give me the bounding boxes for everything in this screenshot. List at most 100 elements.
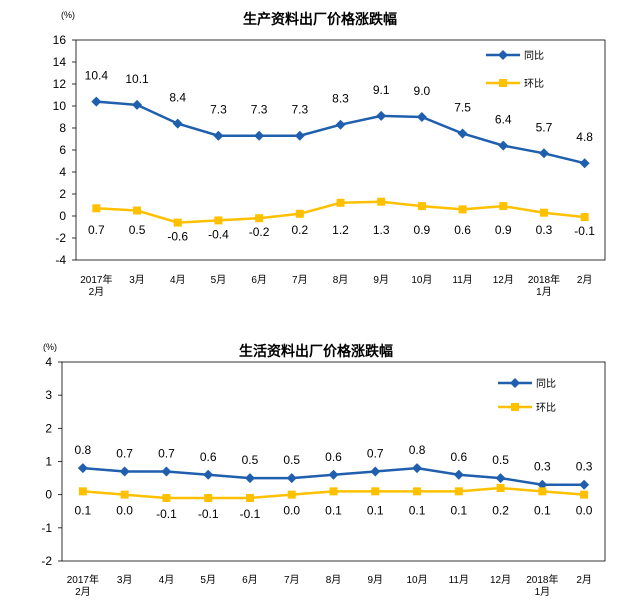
data-label: 0.2 bbox=[492, 504, 509, 518]
series-point bbox=[133, 206, 142, 215]
series-point bbox=[416, 112, 427, 122]
series-point bbox=[328, 469, 339, 480]
data-label: 1.2 bbox=[332, 223, 349, 237]
series-point bbox=[496, 484, 505, 493]
data-label: 0.3 bbox=[534, 460, 551, 474]
x-tick-label: 2月 bbox=[577, 274, 593, 286]
series-point bbox=[335, 119, 346, 130]
series-point bbox=[580, 490, 589, 499]
series-point bbox=[245, 493, 254, 502]
data-label: 7.5 bbox=[454, 101, 471, 115]
legend-label: 环比 bbox=[524, 78, 544, 90]
data-label: 0.3 bbox=[576, 460, 593, 474]
data-label: -0.4 bbox=[208, 227, 229, 241]
series-point bbox=[457, 128, 468, 139]
data-label: 0.9 bbox=[495, 223, 512, 237]
x-tick-label: 8月 bbox=[326, 574, 342, 586]
series-point bbox=[287, 490, 296, 499]
x-tick-label: 4月 bbox=[170, 274, 186, 286]
series-point bbox=[295, 209, 304, 218]
y-unit-label: (%) bbox=[43, 342, 57, 352]
y-tick-label: 4 bbox=[45, 355, 52, 369]
data-label: 8.4 bbox=[169, 91, 186, 105]
y-tick-label: 0 bbox=[45, 488, 52, 502]
data-label: 0.6 bbox=[325, 450, 342, 464]
chart-consumer-goods: 生活资料出厂价格涨跌幅 (%) -2 -1 0 1 2 3 4 2017年 2月 3月 4月 5月 6月… bbox=[41, 342, 606, 598]
data-label: -0.1 bbox=[156, 507, 177, 521]
x-tick-label: 6月 bbox=[242, 574, 258, 586]
series-point bbox=[537, 479, 548, 490]
y-tick-label: 12 bbox=[53, 77, 67, 91]
data-label: 5.7 bbox=[536, 120, 553, 134]
series-point bbox=[336, 198, 345, 207]
series-point bbox=[495, 473, 506, 484]
data-label: 0.8 bbox=[75, 443, 92, 457]
data-label: 7.3 bbox=[251, 103, 268, 117]
x-tick-label: 5月 bbox=[200, 574, 216, 586]
data-label: 0.7 bbox=[88, 223, 105, 237]
data-label: 0.7 bbox=[367, 446, 384, 460]
x-tick-label: 4月 bbox=[159, 574, 175, 586]
data-label: 9.1 bbox=[373, 83, 390, 97]
series-point bbox=[132, 99, 143, 110]
series-point bbox=[538, 148, 549, 159]
series-point bbox=[254, 130, 265, 141]
series-point bbox=[204, 493, 213, 502]
data-label: -0.1 bbox=[240, 507, 261, 521]
series-point bbox=[294, 130, 305, 141]
data-label: 8.3 bbox=[332, 92, 349, 106]
x-tick-label: 10月 bbox=[406, 574, 427, 586]
data-label: 9.0 bbox=[414, 84, 431, 98]
x-tick-label: 2017年 2月 bbox=[67, 573, 99, 598]
series-point bbox=[458, 205, 467, 214]
y-tick-label: 10 bbox=[53, 99, 67, 113]
x-tick-label: 12月 bbox=[493, 274, 514, 286]
series-point bbox=[255, 214, 264, 223]
x-tick-label: 7月 bbox=[292, 274, 308, 286]
series-point bbox=[579, 158, 590, 169]
series-point bbox=[329, 487, 338, 496]
series-point bbox=[161, 466, 172, 477]
series-point bbox=[119, 466, 130, 477]
series-point bbox=[499, 202, 508, 211]
y-tick-label: -2 bbox=[41, 554, 52, 568]
data-label: 0.6 bbox=[454, 223, 471, 237]
x-tick-label: 2月 bbox=[576, 574, 592, 586]
data-label: 0.1 bbox=[75, 504, 92, 518]
series-point bbox=[173, 218, 182, 227]
legend-marker bbox=[498, 50, 508, 60]
chart-title: 生活资料出厂价格涨跌幅 bbox=[239, 343, 393, 359]
data-label: 0.2 bbox=[291, 223, 308, 237]
y-tick-label: 6 bbox=[59, 143, 66, 157]
data-label: 0.0 bbox=[576, 504, 593, 518]
legend-label: 同比 bbox=[536, 378, 556, 390]
data-label: 4.8 bbox=[576, 130, 593, 144]
y-tick-label: 3 bbox=[45, 388, 52, 402]
data-label: 10.4 bbox=[85, 69, 109, 83]
x-tick-label: 7月 bbox=[284, 574, 300, 586]
x-tick-label: 2018年 1月 bbox=[528, 273, 560, 298]
x-tick-label: 2018年 1月 bbox=[526, 573, 558, 598]
series-point bbox=[539, 208, 548, 217]
series-point bbox=[203, 469, 214, 480]
series-point bbox=[412, 463, 423, 474]
data-label: 6.4 bbox=[495, 113, 512, 127]
data-label: 0.7 bbox=[116, 446, 133, 460]
data-label: 1.3 bbox=[373, 223, 390, 237]
series-point bbox=[371, 487, 380, 496]
series-point bbox=[286, 473, 297, 484]
data-label: 0.3 bbox=[536, 223, 553, 237]
y-tick-label: 16 bbox=[53, 33, 67, 47]
y-tick-label: -1 bbox=[41, 521, 52, 535]
series-point bbox=[417, 202, 426, 211]
data-label: 0.5 bbox=[283, 453, 300, 467]
data-label: 0.6 bbox=[450, 450, 467, 464]
data-label: 0.6 bbox=[200, 450, 217, 464]
data-label: 0.1 bbox=[409, 504, 426, 518]
chart-title: 生产资料出厂价格涨跌幅 bbox=[243, 11, 397, 27]
x-tick-label: 10月 bbox=[411, 274, 432, 286]
y-tick-label: 2 bbox=[45, 421, 52, 435]
data-label: 0.1 bbox=[450, 504, 467, 518]
data-label: 0.5 bbox=[129, 223, 146, 237]
